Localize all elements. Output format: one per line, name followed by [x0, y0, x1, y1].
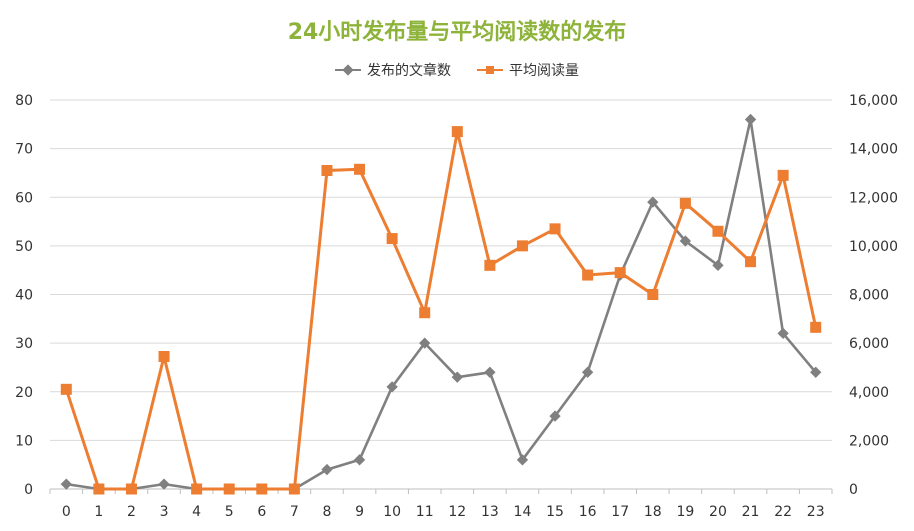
data-point-series-1	[614, 267, 626, 279]
data-point-series-0	[647, 196, 659, 208]
data-point-series-1	[712, 225, 724, 237]
y-left-tick-label: 40	[15, 288, 33, 304]
data-point-series-0	[158, 478, 170, 490]
legend: 发布的文章数 平均阅读量	[0, 60, 914, 80]
data-point-series-1	[386, 233, 398, 245]
data-point-series-0	[516, 454, 529, 466]
data-point-series-0	[321, 463, 333, 476]
y-right-tick-label: 6,000	[849, 336, 889, 352]
data-point-series-1	[93, 483, 105, 495]
data-point-series-0	[712, 259, 724, 271]
y-left-tick-label: 30	[15, 336, 33, 352]
x-tick-label: 10	[383, 504, 401, 520]
data-point-series-1	[60, 383, 72, 395]
data-point-series-0	[451, 371, 463, 383]
legend-swatch-square	[477, 64, 503, 76]
data-point-series-0	[353, 454, 366, 466]
data-point-series-1	[354, 163, 366, 175]
x-tick-label: 20	[709, 504, 727, 520]
data-point-series-0	[419, 337, 431, 349]
data-point-series-0	[484, 366, 496, 378]
data-point-series-1	[745, 256, 757, 268]
y-right-tick-label: 8,000	[849, 288, 889, 304]
x-tick-label: 12	[448, 504, 466, 520]
legend-swatch-diamond	[335, 64, 361, 76]
legend-label-series-0: 发布的文章数	[367, 63, 451, 79]
data-point-series-1	[777, 169, 789, 181]
y-left-tick-label: 50	[15, 239, 33, 255]
data-point-series-0	[386, 381, 398, 393]
x-tick-label: 5	[225, 504, 234, 520]
y-right-tick-label: 16,000	[849, 93, 898, 109]
data-point-series-1	[451, 126, 463, 138]
x-tick-label: 4	[192, 504, 201, 520]
y-left-tick-label: 70	[15, 142, 33, 158]
x-tick-label: 22	[774, 504, 792, 520]
data-point-series-1	[223, 483, 235, 495]
y-right-tick-label: 4,000	[849, 385, 889, 401]
x-tick-label: 2	[127, 504, 136, 520]
y-right-tick-label: 12,000	[849, 190, 898, 206]
y-left-tick-label: 20	[15, 385, 33, 401]
legend-item-series-1: 平均阅读量	[477, 60, 579, 80]
y-left-tick-label: 80	[15, 93, 33, 109]
y-right-tick-label: 0	[849, 482, 858, 498]
x-tick-label: 1	[94, 504, 103, 520]
x-tick-label: 18	[644, 504, 662, 520]
data-point-series-1	[158, 350, 170, 362]
y-right-tick-label: 2,000	[849, 433, 889, 449]
x-tick-label: 0	[62, 504, 71, 520]
data-point-series-1	[810, 321, 822, 333]
data-point-series-0	[549, 410, 561, 422]
x-tick-label: 9	[355, 504, 364, 520]
data-point-series-1	[582, 269, 594, 281]
data-point-series-1	[484, 259, 496, 271]
data-point-series-1	[419, 307, 431, 319]
y-left-tick-label: 10	[15, 433, 33, 449]
data-point-series-1	[549, 223, 561, 235]
data-point-series-0	[744, 113, 757, 126]
x-tick-label: 15	[546, 504, 564, 520]
x-tick-label: 21	[742, 504, 760, 520]
series-line-0	[66, 118, 817, 491]
data-point-series-1	[516, 240, 528, 252]
data-point-series-1	[321, 165, 333, 177]
data-point-series-1	[125, 483, 137, 495]
legend-item-series-0: 发布的文章数	[335, 60, 451, 80]
x-tick-label: 23	[807, 504, 825, 520]
x-tick-label: 16	[579, 504, 597, 520]
y-right-tick-label: 14,000	[849, 142, 898, 158]
x-tick-label: 17	[611, 504, 629, 520]
y-left-tick-label: 60	[15, 190, 33, 206]
data-point-series-1	[679, 197, 691, 209]
data-point-series-1	[288, 483, 300, 495]
x-tick-label: 14	[514, 504, 532, 520]
data-point-series-0	[581, 366, 594, 378]
x-tick-label: 11	[416, 504, 434, 520]
x-tick-label: 3	[160, 504, 169, 520]
x-tick-label: 19	[676, 504, 694, 520]
data-point-series-0	[679, 235, 692, 247]
y-left-tick-label: 0	[24, 482, 33, 498]
x-tick-label: 8	[322, 504, 331, 520]
data-point-series-1	[256, 483, 268, 495]
x-tick-label: 13	[481, 504, 499, 520]
y-right-tick-label: 10,000	[849, 239, 898, 255]
data-point-series-0	[810, 366, 822, 378]
x-tick-label: 6	[257, 504, 266, 520]
data-point-series-1	[191, 483, 203, 495]
data-point-series-0	[60, 478, 72, 490]
chart-title: 24小时发布量与平均阅读数的发布	[287, 20, 627, 45]
data-point-series-0	[777, 327, 789, 340]
series-line-1	[64, 130, 818, 491]
x-tick-label: 7	[290, 504, 299, 520]
legend-label-series-1: 平均阅读量	[509, 63, 579, 79]
data-point-series-1	[647, 289, 659, 300]
